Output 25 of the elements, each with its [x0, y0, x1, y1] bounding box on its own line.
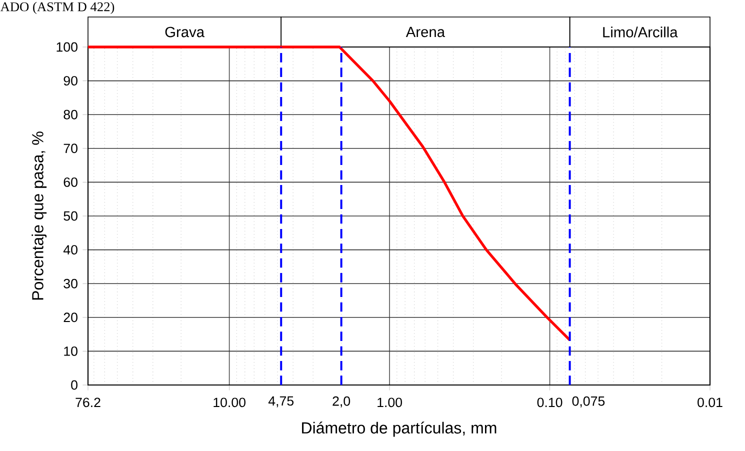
x-tick-label: 1.00 [378, 398, 402, 408]
x-tick-label: 0.01 [698, 398, 722, 408]
ref-line-label: 0,075 [572, 396, 605, 408]
y-tick-label: 100 [56, 42, 78, 52]
y-tick-label: 80 [64, 110, 78, 120]
y-tick-label: 30 [64, 278, 78, 288]
ref-line-label: 2,0 [332, 396, 350, 408]
text: Arena [406, 26, 446, 38]
ref-line-label: 4,75 [268, 396, 294, 408]
y-tick-label: 20 [64, 312, 78, 322]
x-tick-label: 10.00 [214, 398, 246, 408]
x-tick-label: 0.10 [537, 398, 562, 408]
text: Grava [165, 26, 205, 38]
y-tick-label: 50 [64, 211, 78, 221]
text: Limo/Arcilla [603, 26, 678, 38]
y-tick-label: 40 [63, 245, 78, 255]
y-tick-label: 60 [64, 177, 78, 187]
y-tick-label: 90 [64, 76, 78, 86]
x-axis-title: Diámetro de partículas, mm [302, 422, 496, 437]
y-tick-label: 10 [64, 346, 78, 356]
y-axis-title: Porcentaje que pasa, % [32, 132, 47, 300]
chart-title: ADO (ASTM D 422) [0, 2, 114, 14]
y-tick-label: 0 [71, 380, 78, 390]
y-tick-label: 70 [64, 144, 78, 154]
x-tick-label: 76.2 [76, 398, 100, 408]
